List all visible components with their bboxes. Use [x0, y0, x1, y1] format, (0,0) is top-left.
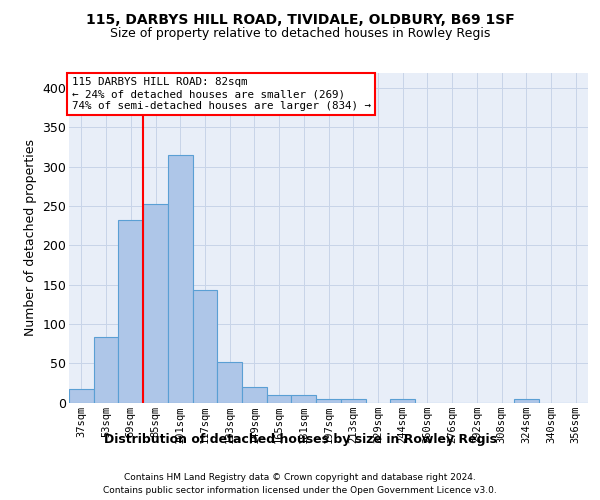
Bar — [143, 204, 168, 402]
Bar — [292, 394, 316, 402]
Bar — [514, 400, 539, 402]
Text: Contains HM Land Registry data © Crown copyright and database right 2024.: Contains HM Land Registry data © Crown c… — [124, 472, 476, 482]
Bar — [118, 220, 143, 402]
Bar — [242, 387, 267, 402]
Text: Size of property relative to detached houses in Rowley Regis: Size of property relative to detached ho… — [110, 28, 490, 40]
Text: Contains public sector information licensed under the Open Government Licence v3: Contains public sector information licen… — [103, 486, 497, 495]
Bar — [69, 389, 94, 402]
Text: 115 DARBYS HILL ROAD: 82sqm
← 24% of detached houses are smaller (269)
74% of se: 115 DARBYS HILL ROAD: 82sqm ← 24% of det… — [71, 78, 371, 110]
Text: Distribution of detached houses by size in Rowley Regis: Distribution of detached houses by size … — [104, 432, 497, 446]
Bar — [217, 362, 242, 403]
Bar — [168, 155, 193, 402]
Text: 115, DARBYS HILL ROAD, TIVIDALE, OLDBURY, B69 1SF: 115, DARBYS HILL ROAD, TIVIDALE, OLDBURY… — [86, 12, 514, 26]
Y-axis label: Number of detached properties: Number of detached properties — [24, 139, 37, 336]
Bar — [94, 336, 118, 402]
Bar — [390, 400, 415, 402]
Bar — [316, 398, 341, 402]
Bar — [193, 290, 217, 403]
Bar — [267, 396, 292, 402]
Bar — [341, 400, 365, 402]
